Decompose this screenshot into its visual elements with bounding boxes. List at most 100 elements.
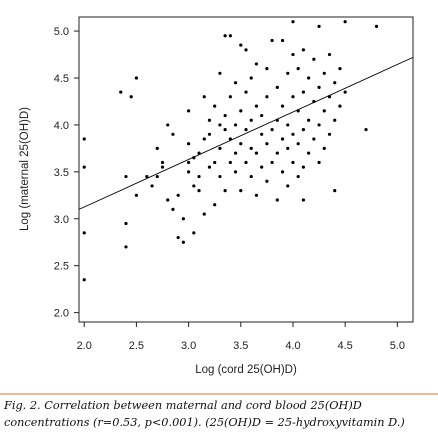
data-point: [82, 165, 86, 169]
plot-frame: [78, 16, 414, 323]
data-point: [228, 34, 232, 38]
data-point: [254, 62, 259, 66]
data-point: [291, 95, 295, 99]
data-point: [374, 24, 379, 28]
data-point: [291, 20, 295, 24]
data-point: [254, 193, 259, 197]
y-tick-label: 5.0: [54, 26, 69, 38]
data-point: [333, 189, 337, 193]
data-point: [270, 38, 274, 43]
data-point: [197, 189, 201, 193]
data-point: [327, 52, 332, 57]
y-tick-label: 2.0: [54, 308, 69, 320]
data-point: [160, 165, 165, 169]
data-point: [244, 48, 248, 52]
regression-line: [78, 56, 414, 210]
data-point: [82, 278, 86, 282]
data-point: [312, 137, 316, 141]
data-point: [186, 109, 191, 113]
y-axis: 2.0 2.5 3.0 3.5 4.0 4.5 5.0: [54, 26, 79, 320]
data-point: [301, 90, 306, 94]
data-point: [244, 128, 248, 132]
data-point: [192, 184, 196, 188]
data-point: [296, 174, 300, 179]
data-point: [364, 128, 368, 132]
data-point: [223, 128, 227, 132]
data-point: [338, 67, 342, 71]
data-point: [82, 137, 86, 141]
data-point: [249, 76, 253, 80]
data-point: [280, 104, 285, 108]
data-point: [129, 95, 133, 99]
data-point: [338, 104, 342, 108]
data-point: [233, 170, 238, 174]
data-point: [218, 71, 222, 75]
x-tick-label: 3.0: [181, 340, 196, 352]
data-point: [343, 90, 347, 94]
data-point: [181, 217, 185, 221]
data-point: [270, 160, 274, 165]
y-axis-title: Log (maternal 25(OH)D): [19, 107, 31, 231]
data-point: [317, 123, 321, 127]
x-tick-label: 4.5: [338, 340, 353, 352]
data-point: [213, 203, 217, 207]
data-point: [181, 240, 185, 244]
data-point: [244, 90, 248, 94]
data-point: [249, 174, 253, 179]
data-point: [228, 160, 232, 165]
data-point: [249, 146, 253, 150]
data-point: [119, 90, 123, 94]
data-point: [260, 113, 264, 118]
data-point: [254, 151, 259, 155]
data-point: [307, 118, 311, 122]
data-point: [260, 165, 264, 169]
x-axis-title: Log (cord 25(OH)D): [195, 364, 297, 376]
data-point: [155, 146, 159, 150]
x-axis: 2.0 2.5 3.0 3.5 4.0 4.5 5.0: [77, 322, 405, 352]
scatter-chart: 2.0 2.5 3.0 3.5 4.0 4.5 5.0 2.0 2.5 3.0 3.5 4.0 4.5…: [0, 16, 438, 395]
data-point: [322, 109, 326, 113]
data-point: [239, 189, 243, 193]
data-point: [307, 76, 311, 80]
data-point: [254, 104, 259, 108]
y-tick-label: 4.5: [54, 73, 69, 85]
data-point: [317, 24, 321, 28]
data-point: [207, 165, 212, 169]
data-point: [134, 193, 139, 197]
regression-line-group: [78, 56, 414, 210]
data-point: [197, 151, 201, 155]
x-tick-label: 3.5: [233, 340, 248, 352]
data-point: [239, 109, 243, 113]
data-point: [145, 174, 149, 179]
data-point: [275, 85, 279, 89]
y-tick-label: 4.0: [54, 120, 69, 132]
data-point: [312, 57, 316, 61]
data-point: [286, 123, 290, 127]
data-point: [322, 71, 326, 75]
data-point: [291, 160, 295, 165]
data-point: [186, 170, 191, 174]
data-point: [280, 137, 285, 141]
data-point: [239, 43, 243, 47]
data-point: [223, 34, 227, 38]
data-point: [260, 132, 264, 136]
data-point: [223, 189, 227, 193]
data-point: [124, 221, 128, 226]
y-tick-label: 3.5: [54, 167, 69, 179]
data-point: [296, 67, 300, 71]
data-point: [301, 48, 306, 52]
data-point: [301, 198, 306, 202]
data-point: [233, 123, 238, 127]
data-point: [322, 146, 326, 150]
data-point: [239, 142, 243, 146]
data-point: [171, 132, 175, 136]
data-point: [192, 231, 196, 235]
data-point: [186, 160, 191, 165]
data-point: [176, 235, 180, 240]
data-point: [244, 160, 248, 165]
x-tick-label: 5.0: [390, 340, 405, 352]
data-point: [291, 132, 295, 136]
data-point: [317, 85, 321, 89]
data-point: [275, 151, 279, 155]
data-point: [166, 198, 170, 202]
